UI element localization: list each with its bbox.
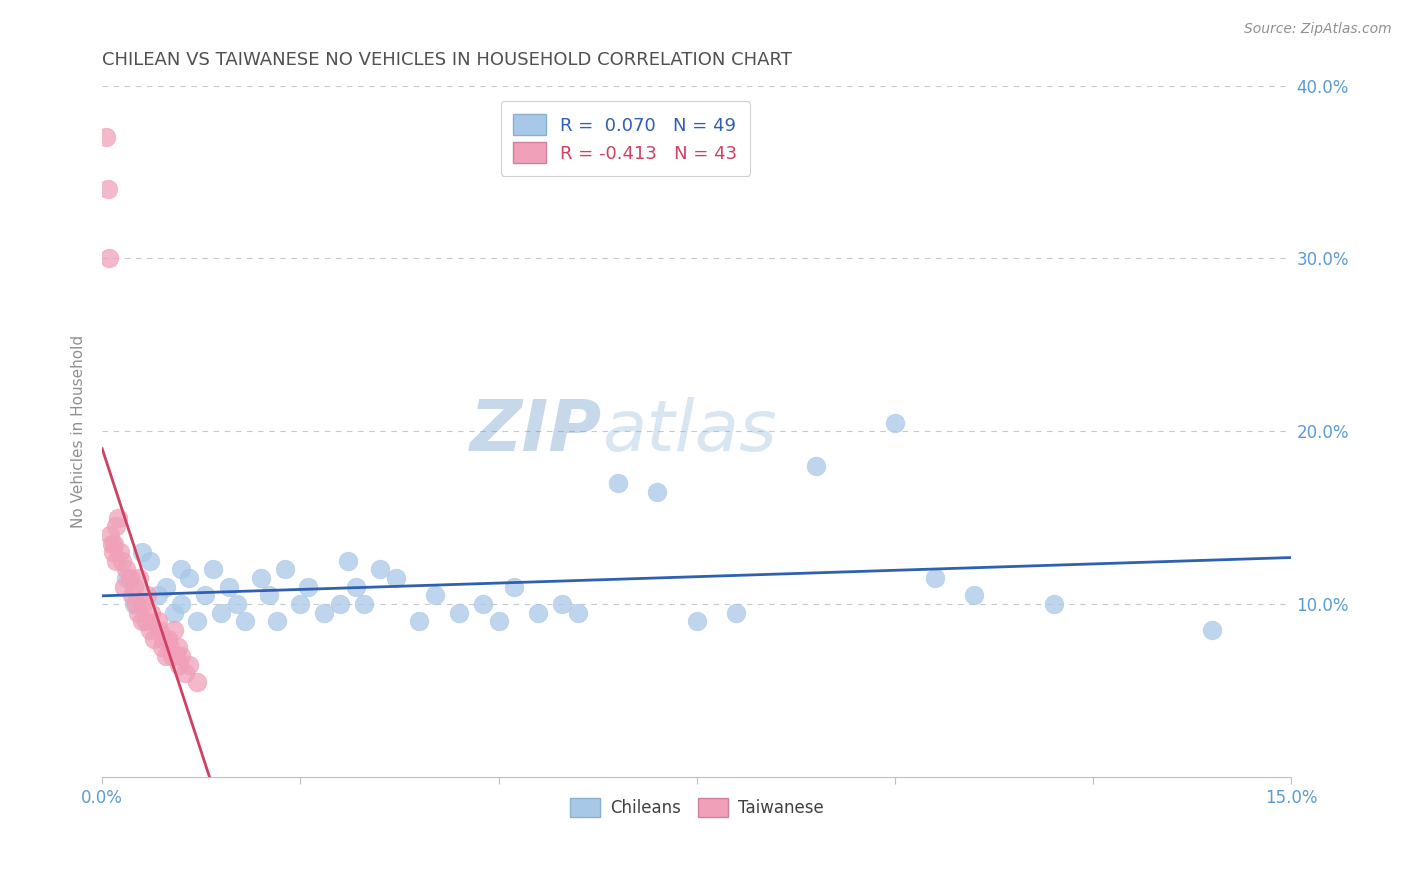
Point: [226, 597, 249, 611]
Point: [218, 580, 240, 594]
Point: [1042, 597, 1064, 611]
Point: [157, 632, 180, 646]
Point: [122, 597, 145, 611]
Point: [121, 588, 143, 602]
Point: [115, 571, 138, 585]
Point: [124, 597, 146, 611]
Point: [353, 597, 375, 611]
Point: [290, 597, 312, 611]
Point: [337, 554, 360, 568]
Text: ZIP: ZIP: [470, 397, 602, 466]
Point: [408, 615, 430, 629]
Point: [142, 632, 165, 646]
Point: [162, 606, 184, 620]
Point: [166, 640, 188, 655]
Point: [115, 562, 138, 576]
Point: [368, 562, 391, 576]
Point: [266, 615, 288, 629]
Point: [167, 657, 190, 672]
Point: [174, 666, 197, 681]
Point: [101, 545, 124, 559]
Point: [209, 606, 232, 620]
Point: [194, 588, 217, 602]
Text: Source: ZipAtlas.com: Source: ZipAtlas.com: [1244, 22, 1392, 37]
Point: [257, 588, 280, 602]
Point: [136, 588, 159, 602]
Point: [159, 640, 181, 655]
Point: [104, 554, 127, 568]
Point: [725, 606, 748, 620]
Point: [503, 580, 526, 594]
Point: [249, 571, 271, 585]
Point: [686, 615, 709, 629]
Point: [314, 606, 336, 620]
Point: [297, 580, 319, 594]
Point: [179, 571, 201, 585]
Point: [108, 545, 131, 559]
Y-axis label: No Vehicles in Household: No Vehicles in Household: [72, 334, 86, 528]
Point: [170, 648, 193, 663]
Point: [471, 597, 494, 611]
Point: [527, 606, 550, 620]
Point: [384, 571, 406, 585]
Point: [155, 648, 177, 663]
Point: [155, 580, 177, 594]
Text: atlas: atlas: [602, 397, 776, 466]
Point: [963, 588, 986, 602]
Point: [329, 597, 352, 611]
Point: [804, 458, 827, 473]
Point: [105, 519, 128, 533]
Point: [488, 615, 510, 629]
Point: [162, 623, 184, 637]
Text: CHILEAN VS TAIWANESE NO VEHICLES IN HOUSEHOLD CORRELATION CHART: CHILEAN VS TAIWANESE NO VEHICLES IN HOUS…: [103, 51, 792, 69]
Point: [139, 554, 162, 568]
Point: [141, 606, 163, 620]
Point: [425, 588, 447, 602]
Point: [111, 554, 134, 568]
Legend: Chileans, Taiwanese: Chileans, Taiwanese: [564, 791, 830, 824]
Point: [131, 545, 153, 559]
Point: [170, 562, 193, 576]
Point: [96, 130, 118, 145]
Point: [447, 606, 470, 620]
Point: [233, 615, 256, 629]
Point: [924, 571, 946, 585]
Point: [146, 615, 169, 629]
Point: [139, 623, 162, 637]
Point: [551, 597, 574, 611]
Point: [150, 640, 173, 655]
Point: [645, 484, 668, 499]
Point: [97, 182, 120, 196]
Point: [146, 588, 169, 602]
Point: [118, 571, 141, 585]
Point: [127, 606, 149, 620]
Point: [98, 528, 121, 542]
Point: [202, 562, 225, 576]
Point: [160, 648, 183, 663]
Point: [100, 536, 122, 550]
Point: [273, 562, 295, 576]
Point: [135, 615, 157, 629]
Point: [170, 597, 193, 611]
Point: [567, 606, 589, 620]
Point: [103, 536, 125, 550]
Point: [165, 648, 187, 663]
Point: [186, 615, 208, 629]
Point: [186, 674, 208, 689]
Point: [112, 580, 135, 594]
Point: [1201, 623, 1223, 637]
Point: [344, 580, 367, 594]
Point: [128, 571, 150, 585]
Point: [606, 476, 628, 491]
Point: [132, 597, 155, 611]
Point: [884, 416, 907, 430]
Point: [152, 632, 174, 646]
Point: [122, 580, 145, 594]
Point: [131, 615, 153, 629]
Point: [107, 510, 129, 524]
Point: [98, 252, 121, 266]
Point: [179, 657, 201, 672]
Point: [148, 623, 170, 637]
